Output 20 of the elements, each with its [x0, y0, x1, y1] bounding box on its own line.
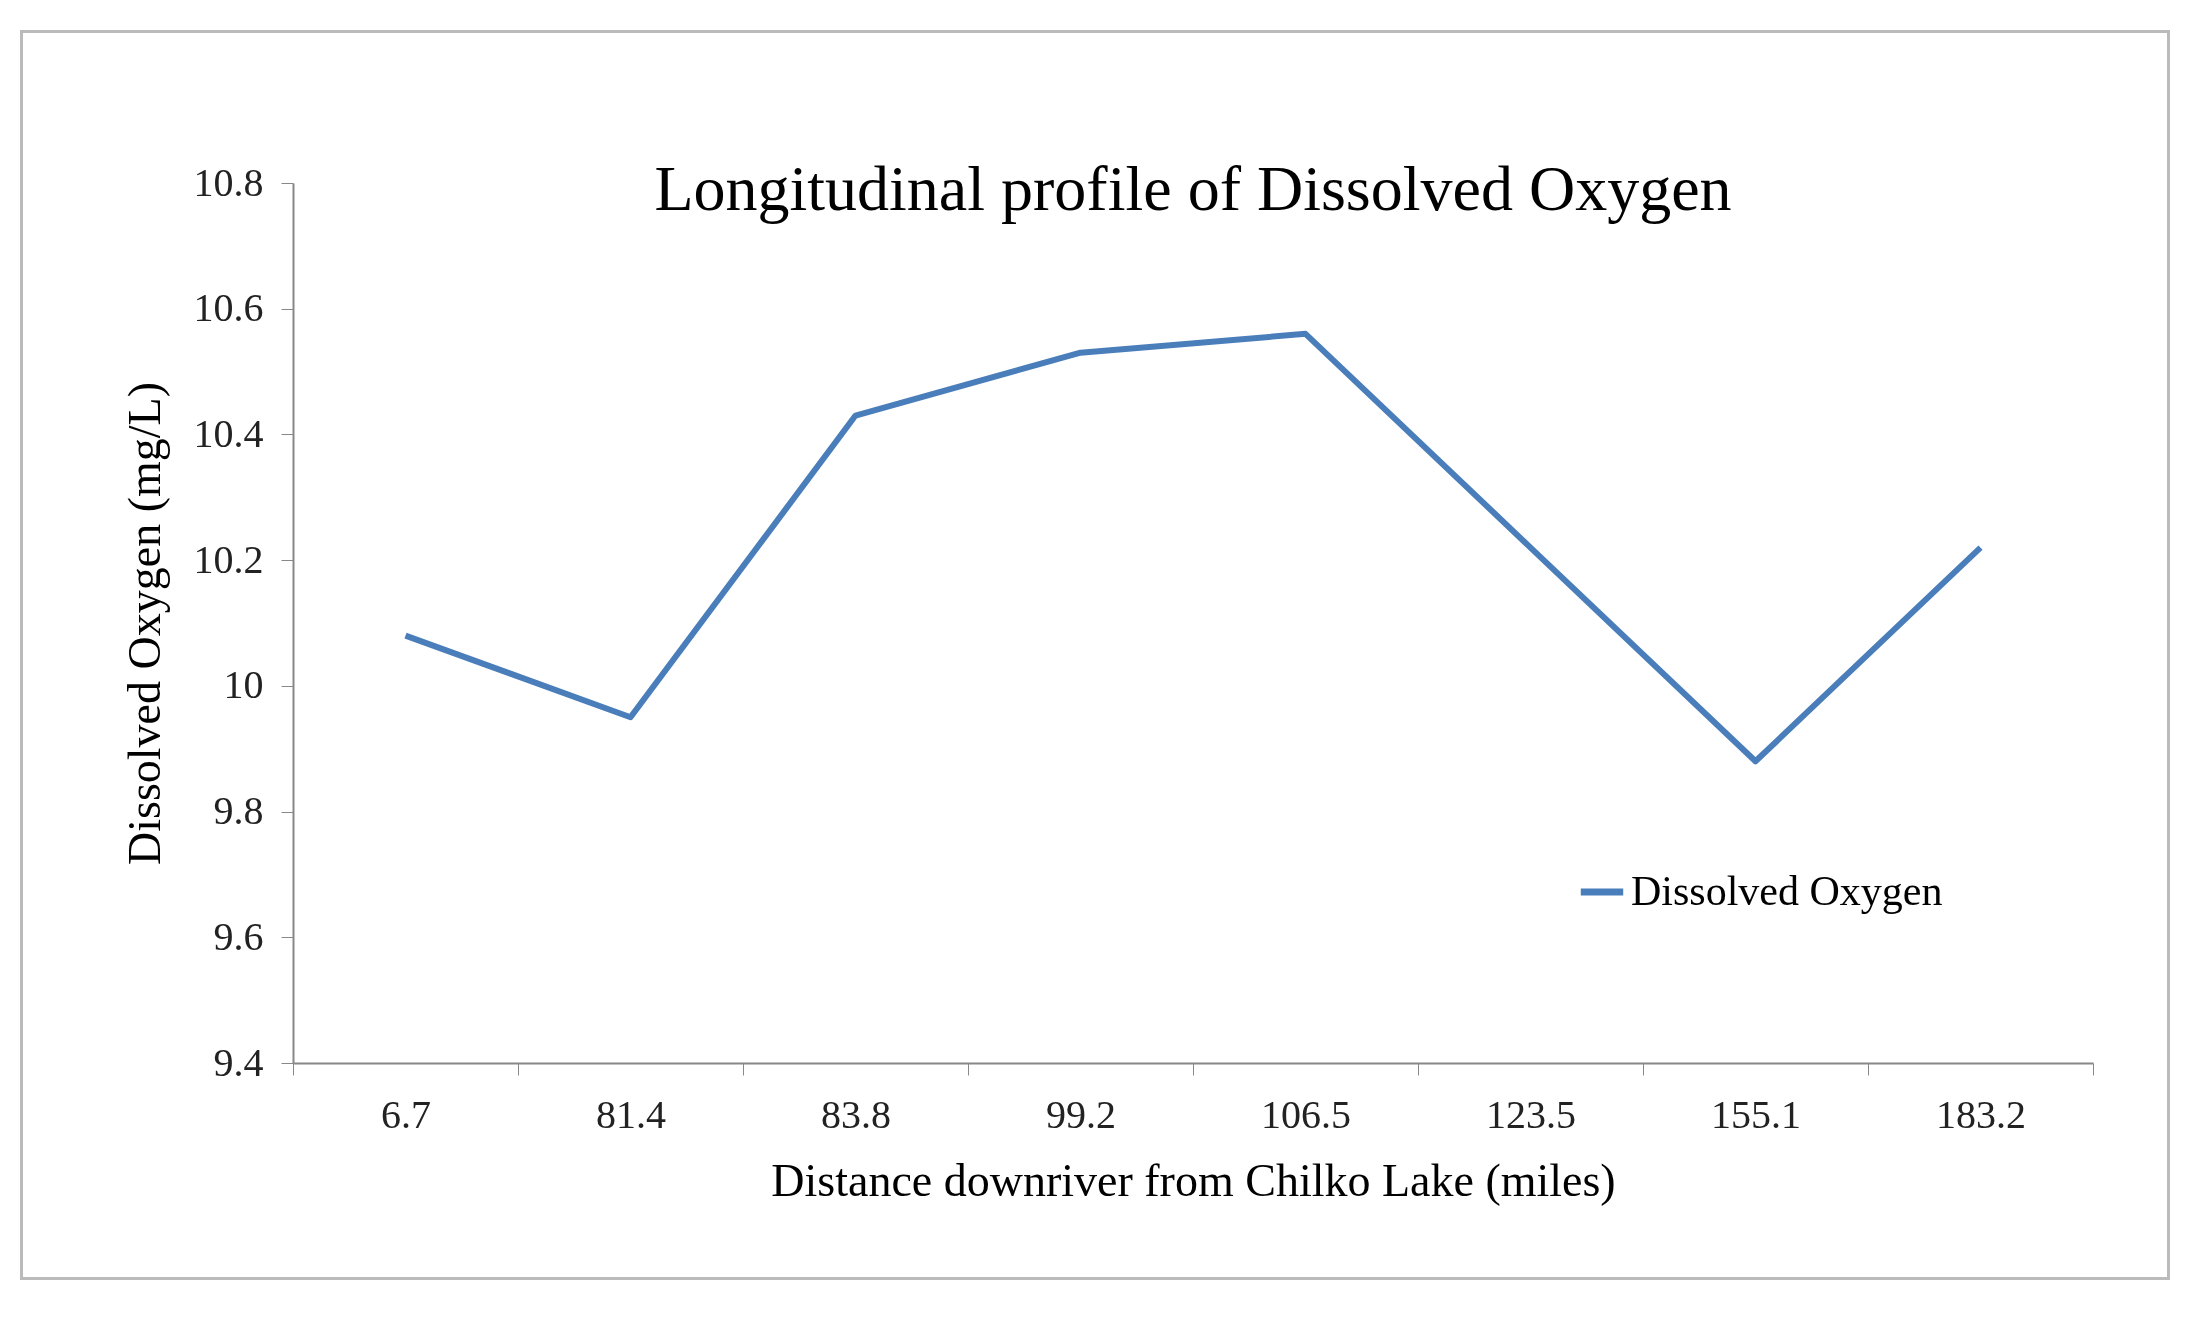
x-tick-label: 123.5	[1486, 1091, 1576, 1137]
x-tick-label: 83.8	[821, 1091, 891, 1137]
y-tick-label: 9.6	[213, 913, 264, 959]
y-tick-label: 10.6	[193, 285, 264, 331]
x-tick-label: 99.2	[1046, 1091, 1116, 1137]
x-axis-title: Distance downriver from Chilko Lake (miles)	[771, 1154, 1616, 1206]
x-tick-label: 183.2	[1936, 1091, 2026, 1137]
y-tick-label: 10.8	[193, 159, 264, 205]
x-tick-label: 81.4	[596, 1091, 666, 1137]
x-tick-label: 155.1	[1711, 1091, 1801, 1137]
y-tick-label: 10.4	[193, 410, 264, 456]
chart-title: Longitudinal profile of Dissolved Oxygen	[654, 153, 1732, 224]
x-tick-label: 106.5	[1261, 1091, 1351, 1137]
y-tick-label: 10	[223, 662, 264, 708]
legend-label: Dissolved Oxygen	[1631, 868, 1943, 914]
x-tick-label: 6.7	[381, 1091, 431, 1137]
y-axis-title: Dissolved Oxygen (mg/L)	[118, 382, 170, 865]
y-tick-label: 9.8	[213, 788, 264, 834]
y-tick-label: 9.4	[213, 1039, 264, 1085]
y-tick-label: 10.2	[193, 536, 264, 582]
